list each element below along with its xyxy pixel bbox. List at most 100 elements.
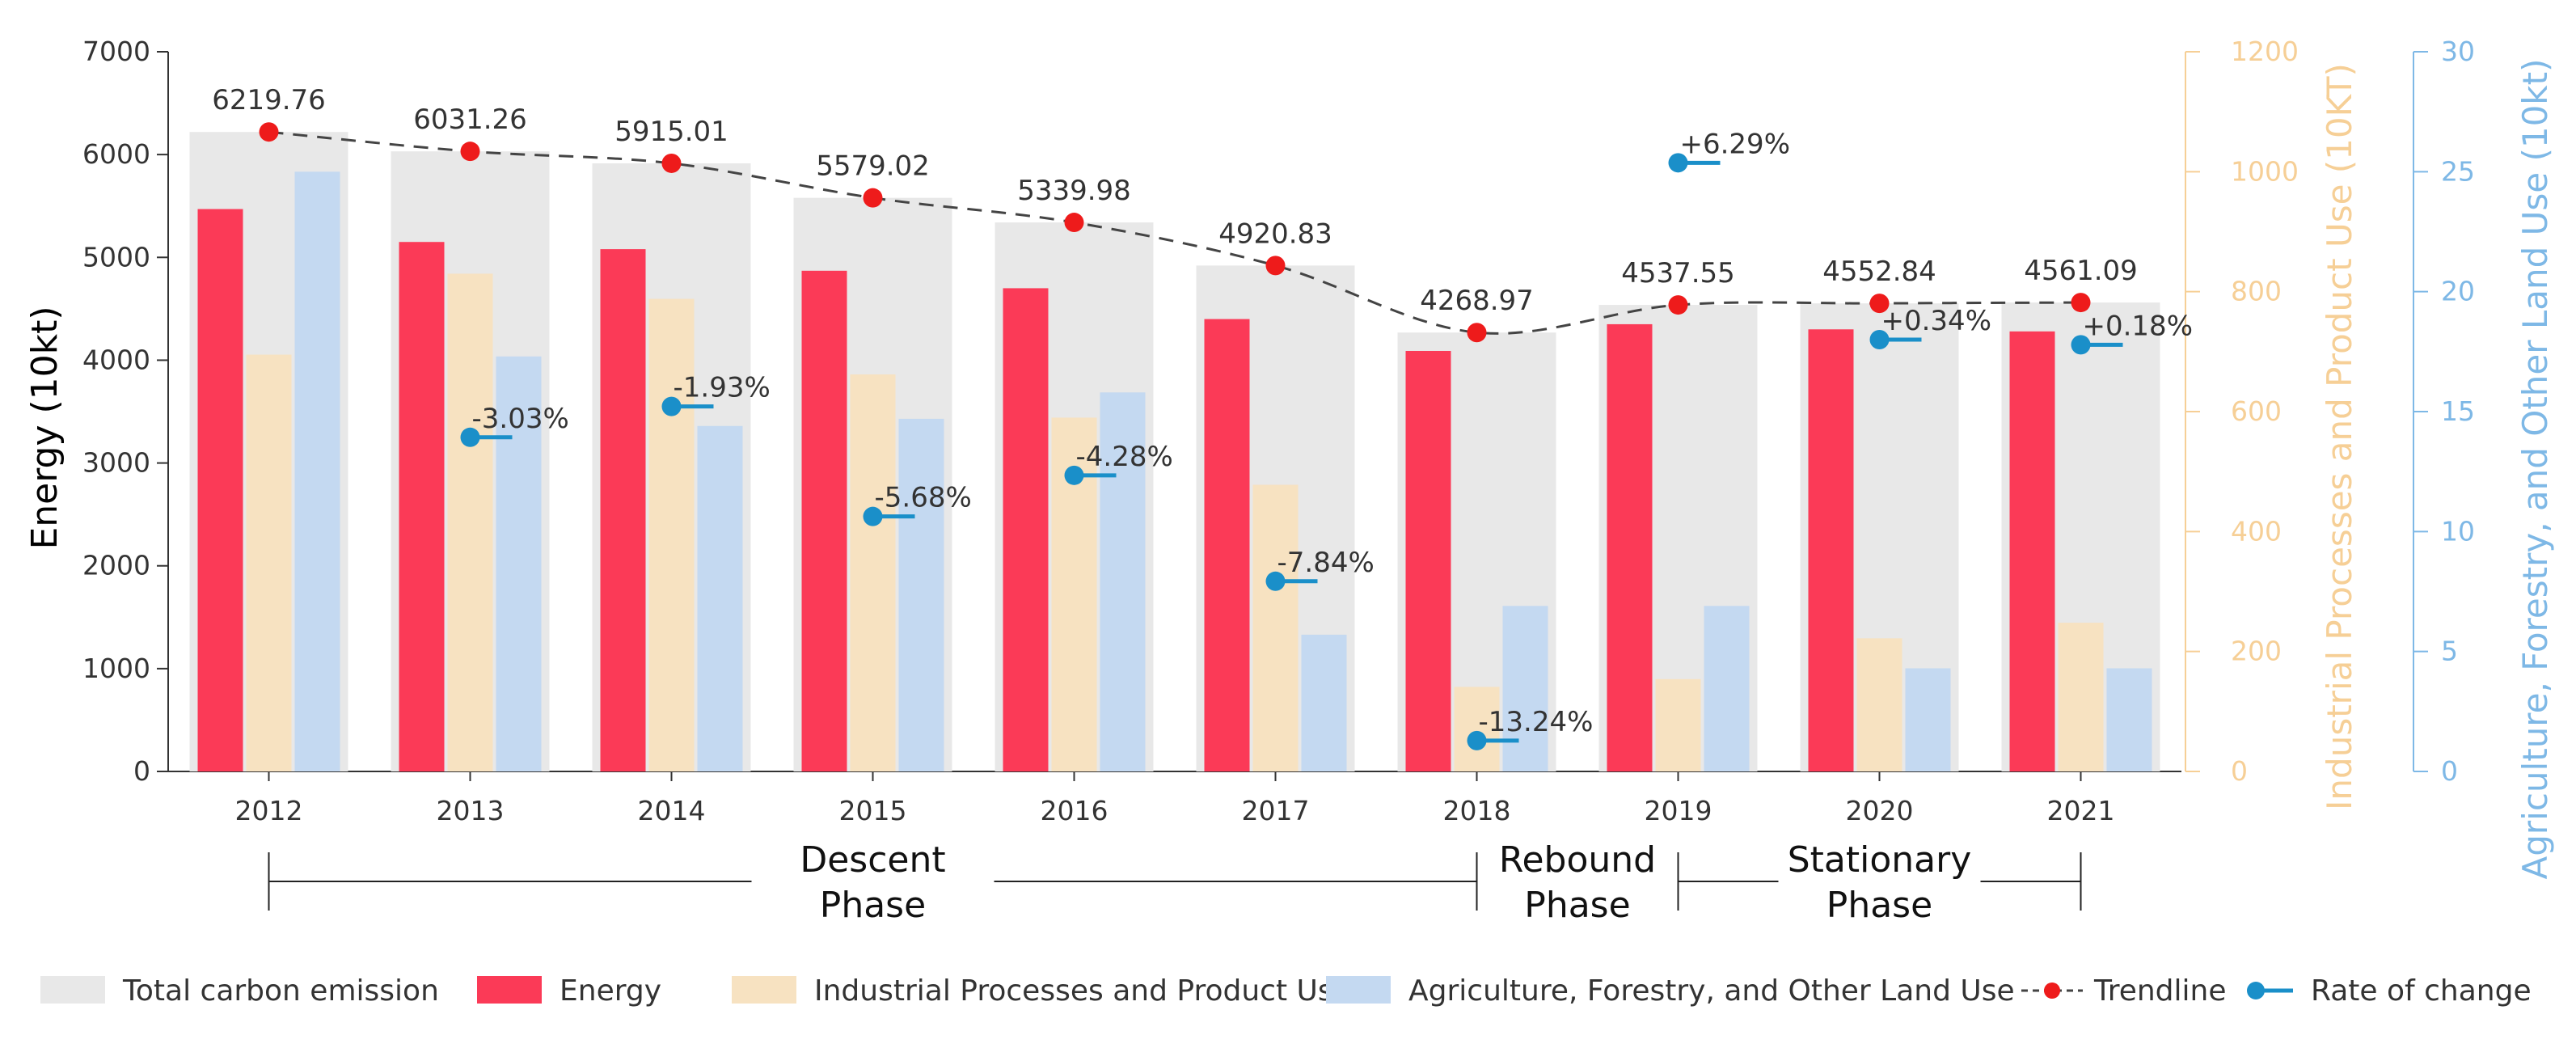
total-value-label: 4920.83 — [1218, 218, 1332, 250]
y-left-tick-label: 1000 — [82, 653, 150, 684]
x-tick-label: 2020 — [1846, 795, 1914, 826]
energy-bar — [1204, 319, 1250, 772]
agriculture-bar — [898, 418, 944, 771]
y-right1-tick-label: 1200 — [2231, 36, 2299, 67]
total-value-label: 6219.76 — [212, 84, 326, 116]
y-left-tick-label: 6000 — [82, 138, 150, 170]
trendline-point — [2071, 293, 2091, 313]
legend-label: Industrial Processes and Product Use — [814, 974, 1351, 1008]
industrial-bar — [1856, 638, 1902, 771]
rate-marker-dot — [1668, 153, 1688, 173]
agriculture-bar — [1704, 606, 1750, 771]
legend-label: Total carbon emission — [122, 974, 439, 1008]
x-tick-label: 2015 — [839, 795, 907, 826]
bars-layer — [189, 132, 2160, 772]
agriculture-bar — [294, 171, 340, 772]
total-value-label: 5915.01 — [614, 116, 728, 148]
energy-bar — [2009, 331, 2055, 771]
trendline-point — [460, 142, 480, 162]
trendline-point — [1467, 323, 1487, 343]
rate-marker-dot — [2071, 335, 2091, 355]
x-tick-label: 2021 — [2047, 795, 2115, 826]
rate-marker-dot — [1064, 465, 1084, 485]
y-right1-tick-label: 600 — [2231, 395, 2282, 427]
legend-swatch — [477, 976, 542, 1004]
legend-swatch — [40, 976, 105, 1004]
x-tick-label: 2012 — [235, 795, 303, 826]
industrial-bar — [447, 273, 493, 772]
legend-label: Trendline — [2093, 974, 2227, 1008]
agriculture-bar — [1502, 606, 1548, 771]
legend-trend-dot — [2044, 982, 2060, 999]
rate-change-label: -7.84% — [1277, 547, 1375, 579]
industrial-bar — [1655, 678, 1701, 771]
agriculture-bar — [2106, 668, 2152, 771]
x-tick-label: 2017 — [1242, 795, 1310, 826]
phase-label-line2: Phase — [820, 885, 926, 926]
industrial-bar — [1454, 687, 1500, 771]
industrial-bar — [2058, 623, 2104, 771]
rate-change-label: -13.24% — [1479, 706, 1594, 738]
y-right2-tick-label: 25 — [2441, 155, 2475, 187]
agriculture-bar — [697, 425, 743, 771]
total-value-label: 5579.02 — [816, 150, 930, 183]
trendline-layer: 6219.76 6031.26 5915.01 5579.02 5339.98 4920.… — [212, 84, 2138, 343]
phase-label-line1: Rebound — [1499, 839, 1656, 881]
phase-label-line2: Phase — [1524, 885, 1630, 926]
y-right1-tick-label: 200 — [2231, 636, 2282, 667]
agriculture-bar — [1301, 634, 1347, 771]
industrial-bar — [1252, 484, 1299, 771]
y-right2-tick-label: 10 — [2441, 515, 2475, 547]
x-tick-label: 2019 — [1645, 795, 1712, 826]
trendline-point — [1064, 213, 1084, 233]
y-right2-tick-label: 20 — [2441, 276, 2475, 307]
energy-bar — [1405, 350, 1451, 771]
phase-label-line2: Phase — [1826, 885, 1932, 926]
energy-bar — [600, 249, 646, 772]
y-right1-tick-label: 0 — [2231, 755, 2248, 787]
y-right2-tick-label: 30 — [2441, 36, 2475, 67]
legend-rate-dot — [2247, 982, 2265, 999]
energy-bar — [197, 209, 243, 771]
industrial-bar — [648, 298, 695, 772]
rate-change-label: -4.28% — [1076, 441, 1173, 473]
energy-bar — [1003, 288, 1049, 771]
phase-label-line1: Stationary — [1788, 839, 1972, 881]
legend: Total carbon emission Energy Industrial Pr… — [40, 974, 2532, 1008]
x-tick-label: 2014 — [638, 795, 706, 826]
y-left-tick-label: 5000 — [82, 241, 150, 273]
rate-marker-dot — [1467, 730, 1487, 750]
energy-bar — [801, 270, 847, 771]
total-value-label: 4268.97 — [1420, 285, 1534, 317]
trendline-point — [1668, 295, 1688, 315]
total-value-label: 4537.55 — [1621, 257, 1735, 289]
total-value-label: 5339.98 — [1017, 175, 1131, 207]
legend-swatch — [732, 976, 796, 1004]
rate-change-label: -3.03% — [472, 403, 569, 435]
y-left-tick-label: 0 — [133, 755, 150, 787]
y-right2-axis-title: Agriculture, Forestry, and Other Land Us… — [2515, 59, 2555, 880]
y-left-tick-label: 3000 — [82, 447, 150, 479]
y-left-tick-label: 2000 — [82, 550, 150, 581]
y-right2-tick-label: 15 — [2441, 395, 2475, 427]
rate-change-label: -5.68% — [875, 482, 972, 514]
legend-label: Agriculture, Forestry, and Other Land Us… — [1408, 974, 2015, 1008]
agriculture-bar — [496, 356, 542, 771]
rate-change-label: -1.93% — [674, 372, 771, 404]
y-left-tick-label: 7000 — [82, 36, 150, 67]
rate-marker-dot — [460, 427, 480, 447]
trendline-point — [1869, 294, 1890, 314]
trendline-point — [259, 122, 279, 142]
industrial-bar — [850, 374, 896, 771]
agriculture-bar — [1905, 668, 1951, 771]
y-right1-tick-label: 1000 — [2231, 155, 2299, 187]
rate-change-label: +0.18% — [2083, 310, 2194, 342]
trendline-point — [1265, 256, 1286, 276]
industrial-bar — [246, 354, 292, 772]
trendline-point — [863, 188, 883, 208]
energy-bar — [1808, 329, 1854, 771]
x-tick-label: 2016 — [1041, 795, 1109, 826]
y-right2-tick-label: 5 — [2441, 636, 2458, 667]
